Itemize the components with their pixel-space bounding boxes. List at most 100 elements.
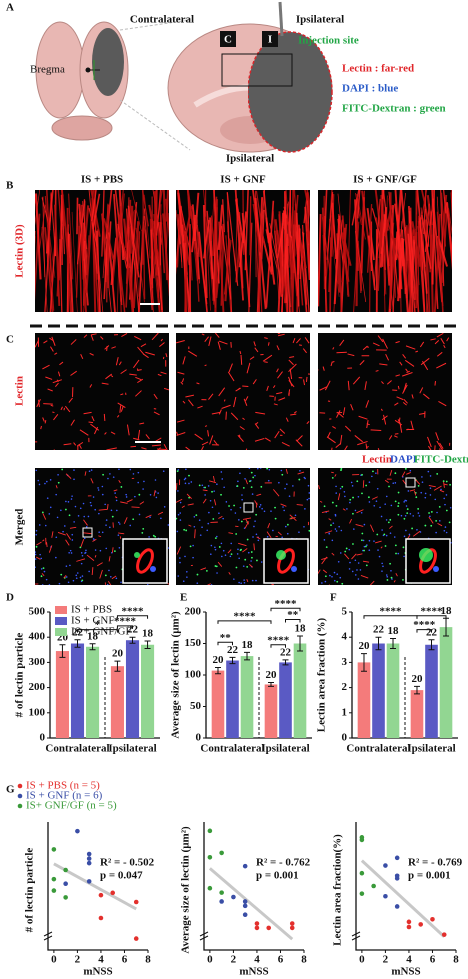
dextran-texture bbox=[220, 493, 222, 496]
dextran-texture bbox=[430, 524, 433, 527]
micrograph bbox=[176, 190, 310, 312]
vessel-texture bbox=[256, 493, 262, 496]
image-heading: Ipsilateral bbox=[226, 153, 274, 165]
vessel-texture bbox=[116, 414, 120, 418]
vessel-texture bbox=[111, 547, 114, 553]
vessel-texture bbox=[94, 426, 99, 435]
nucleus-texture bbox=[112, 476, 115, 478]
vessel-texture bbox=[130, 445, 137, 448]
significance-label: * bbox=[95, 619, 101, 631]
vessel-texture bbox=[200, 567, 207, 571]
vessel-texture bbox=[201, 441, 209, 446]
vessel-texture bbox=[57, 532, 66, 536]
vessel-texture bbox=[377, 448, 380, 450]
vessel-texture bbox=[408, 235, 416, 312]
nucleus-texture bbox=[57, 473, 59, 476]
vessel-texture bbox=[267, 342, 270, 346]
nucleus-texture bbox=[328, 532, 331, 535]
y-tick-label: 100 bbox=[29, 706, 46, 718]
nucleus-texture bbox=[381, 570, 383, 572]
dextran-texture bbox=[141, 531, 144, 534]
n-label: 22 bbox=[227, 644, 239, 656]
n-label: 20 bbox=[411, 673, 423, 685]
dextran-texture bbox=[57, 481, 60, 484]
vessel-texture bbox=[121, 333, 128, 338]
nucleus-texture bbox=[72, 579, 75, 582]
dextran-texture bbox=[215, 565, 218, 568]
bar bbox=[110, 666, 124, 738]
bar bbox=[386, 643, 400, 738]
significance-label: **** bbox=[413, 619, 436, 631]
vessel-texture bbox=[362, 345, 368, 351]
nucleus-texture bbox=[333, 579, 336, 582]
nucleus-texture bbox=[368, 481, 371, 483]
dextran-texture bbox=[41, 511, 44, 514]
dextran-texture bbox=[364, 545, 367, 548]
dextran-texture bbox=[286, 523, 289, 526]
vessel-texture bbox=[207, 430, 210, 437]
vessel-texture bbox=[276, 368, 279, 373]
vessel-texture bbox=[120, 393, 124, 396]
vessel-texture bbox=[421, 215, 432, 269]
vessel-texture bbox=[276, 345, 280, 351]
bar bbox=[372, 643, 385, 738]
nucleus-texture bbox=[56, 516, 59, 519]
vessel-texture bbox=[116, 238, 126, 312]
dextran-texture bbox=[388, 485, 390, 488]
vessel-texture bbox=[370, 429, 382, 431]
nucleus-texture bbox=[444, 503, 446, 506]
x-tick-label: 6 bbox=[430, 954, 436, 966]
point bbox=[359, 891, 365, 896]
nucleus-texture bbox=[38, 524, 41, 526]
vessel-texture bbox=[176, 483, 178, 491]
nucleus-texture bbox=[238, 581, 240, 584]
point bbox=[75, 828, 80, 834]
dextran-texture bbox=[240, 520, 243, 523]
vessel-texture bbox=[337, 493, 341, 501]
nucleus-texture bbox=[371, 475, 373, 478]
nucleus-texture bbox=[211, 506, 214, 509]
dextran-texture bbox=[250, 471, 253, 474]
vessel-texture bbox=[49, 236, 56, 278]
vessel-texture bbox=[373, 198, 381, 286]
nucleus-texture bbox=[405, 505, 408, 507]
vessel-texture bbox=[442, 190, 447, 214]
nucleus-texture bbox=[390, 569, 392, 572]
vessel-texture bbox=[182, 356, 186, 365]
column-header: IS + PBS bbox=[81, 174, 123, 186]
vessel-texture bbox=[151, 444, 161, 447]
dextran-texture bbox=[356, 480, 359, 483]
vessel-texture bbox=[38, 399, 40, 407]
vessel-texture bbox=[53, 414, 59, 421]
vessel-texture bbox=[427, 436, 432, 448]
nucleus-texture bbox=[294, 514, 297, 517]
dextran-texture bbox=[361, 532, 364, 535]
vessel-texture bbox=[322, 234, 326, 277]
nucleus-texture bbox=[403, 555, 405, 558]
nucleus-texture bbox=[263, 510, 266, 513]
nucleus-texture bbox=[244, 477, 246, 480]
nucleus-texture bbox=[107, 477, 109, 480]
vessel-texture bbox=[271, 583, 275, 585]
point bbox=[254, 925, 260, 931]
nucleus-texture bbox=[252, 536, 254, 538]
nucleus-texture bbox=[304, 508, 306, 510]
nucleus-texture bbox=[258, 506, 261, 508]
dextran-texture bbox=[142, 527, 145, 530]
micrograph bbox=[318, 468, 452, 585]
vessel-texture bbox=[246, 579, 249, 583]
axis-break bbox=[351, 931, 361, 941]
point bbox=[242, 912, 248, 917]
nucleus-texture bbox=[334, 513, 337, 516]
inset-dextran bbox=[419, 548, 433, 562]
vessel-texture bbox=[145, 514, 152, 519]
nucleus-texture bbox=[160, 517, 162, 520]
vessel-texture bbox=[344, 445, 348, 450]
x-axis-label: mNSS bbox=[391, 966, 420, 978]
vessel-texture bbox=[151, 333, 159, 341]
vessel-texture bbox=[334, 474, 337, 477]
micrograph bbox=[176, 468, 310, 585]
dextran-texture bbox=[242, 486, 245, 489]
nucleus-texture bbox=[82, 502, 85, 505]
y-tick-label: 400 bbox=[29, 631, 46, 643]
